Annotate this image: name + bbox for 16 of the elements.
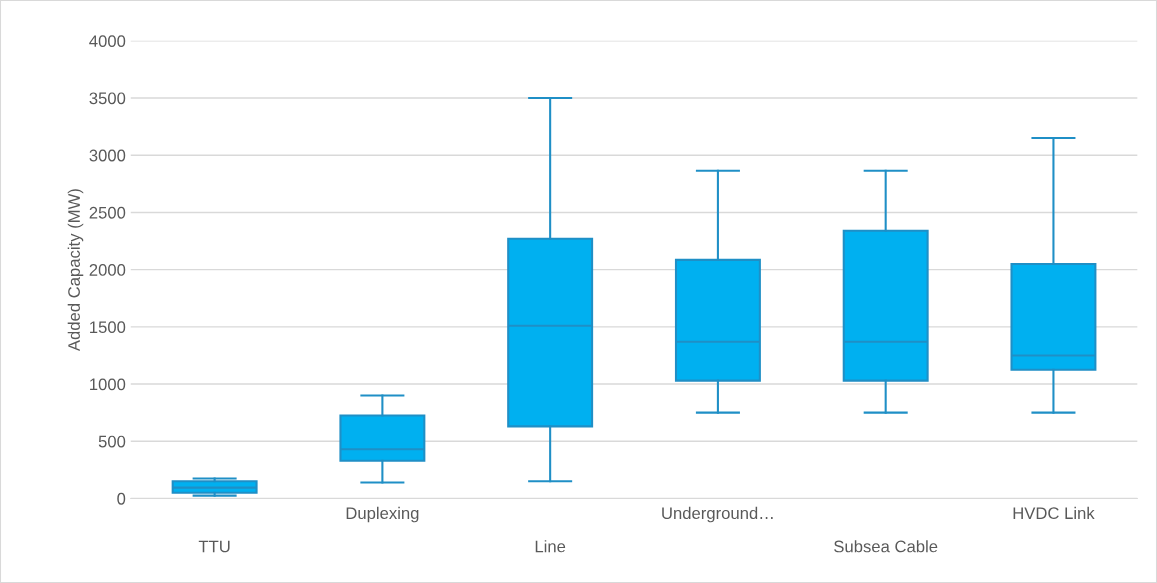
y-tick-label: 2000 [89, 264, 126, 276]
y-tick-label: 4000 [89, 35, 126, 48]
y-tick-label: 2500 [89, 206, 126, 219]
x-tick-label: TTU [198, 540, 230, 553]
x-tick-label: Subsea Cable [834, 540, 938, 553]
y-tick-label: 500 [98, 435, 126, 448]
y-tick-label: 3500 [89, 92, 126, 105]
x-tick-label: Line [535, 540, 566, 553]
y-tick-label: 3000 [89, 149, 126, 162]
x-tick-label: HVDC Link [1013, 506, 1095, 520]
y-tick-label: 1000 [90, 378, 126, 391]
y-tick-label: 1500 [90, 321, 126, 334]
x-tick-label: Duplexing [346, 506, 419, 523]
y-tick-label: 0 [117, 492, 126, 505]
y-axis-title: Added Capacity (MW) [67, 189, 84, 352]
x-tick-label: Underground… [662, 506, 773, 523]
